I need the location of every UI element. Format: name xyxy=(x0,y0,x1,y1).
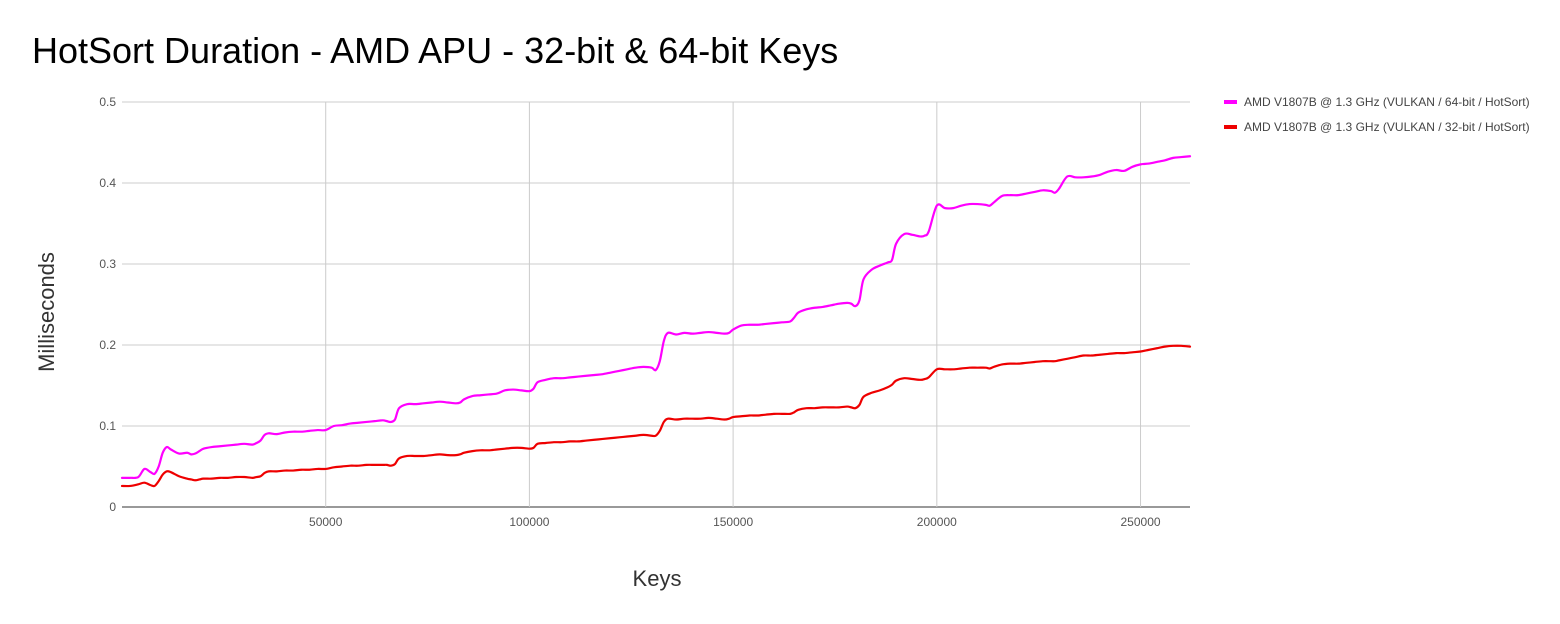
grid-lines xyxy=(122,101,1190,508)
y-tick-label: 0.3 xyxy=(99,257,116,271)
x-tick-label: 200000 xyxy=(917,515,957,529)
y-tick-label: 0.2 xyxy=(99,338,116,352)
legend-swatch xyxy=(1224,125,1237,129)
chart-title: HotSort Duration - AMD APU - 32-bit & 64… xyxy=(32,30,839,71)
x-tick-label: 50000 xyxy=(309,515,343,529)
x-axis-title: Keys xyxy=(633,566,682,591)
y-tick-label: 0.4 xyxy=(99,176,116,190)
y-tick-label: 0 xyxy=(109,500,116,514)
series-line-2 xyxy=(120,344,1192,488)
x-tick-label: 150000 xyxy=(713,515,753,529)
series-lines xyxy=(120,155,1192,488)
x-tick-label: 100000 xyxy=(509,515,549,529)
legend-label: AMD V1807B @ 1.3 GHz (VULKAN / 64-bit / … xyxy=(1244,95,1530,109)
y-axis-ticks: 0 0.1 0.2 0.3 0.4 0.5 xyxy=(99,95,116,514)
series-line-1 xyxy=(120,155,1192,480)
legend-swatch xyxy=(1224,100,1237,104)
legend: AMD V1807B @ 1.3 GHz (VULKAN / 64-bit / … xyxy=(1224,95,1530,134)
y-tick-label: 0.1 xyxy=(99,419,116,433)
y-tick-label: 0.5 xyxy=(99,95,116,109)
legend-label: AMD V1807B @ 1.3 GHz (VULKAN / 32-bit / … xyxy=(1244,120,1530,134)
x-tick-label: 250000 xyxy=(1121,515,1161,529)
y-axis-title: Milliseconds xyxy=(34,252,59,372)
x-axis-ticks: 50000 100000 150000 200000 250000 xyxy=(309,515,1161,529)
